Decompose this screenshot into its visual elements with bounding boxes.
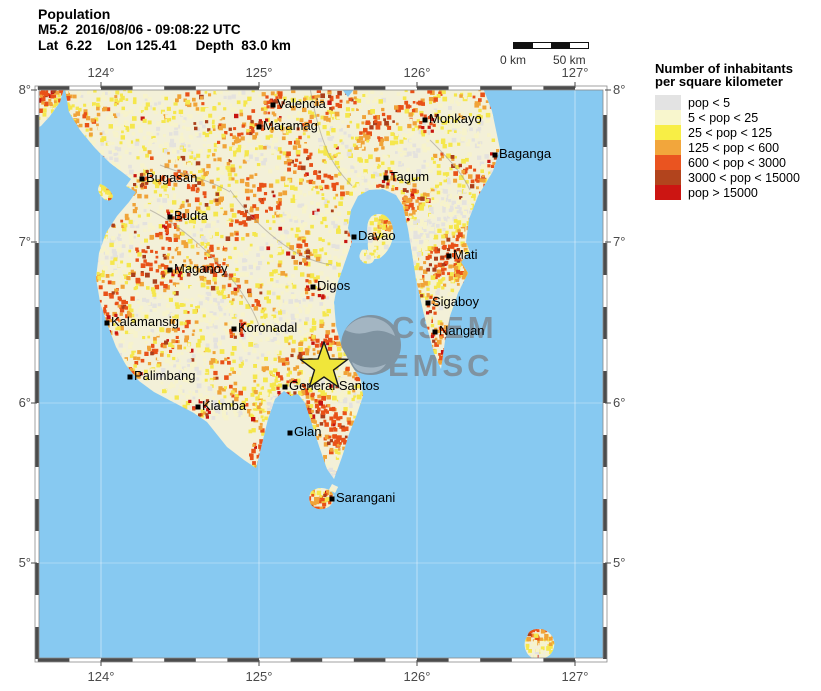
- legend-title-line2: per square kilometer: [655, 74, 783, 89]
- page-title: Population: [38, 6, 111, 22]
- city-label: Kiamba: [202, 398, 247, 413]
- axis-label-lat-right: 6°: [613, 395, 625, 410]
- event-coordinates-depth: Lat 6.22 Lon 125.41 Depth 83.0 km: [38, 38, 291, 53]
- city-marker: [139, 176, 145, 182]
- epicenter-star: [299, 341, 349, 388]
- city-marker: [425, 300, 431, 306]
- city-label: Kalamansig: [111, 314, 179, 329]
- city-label: Budta: [174, 208, 209, 223]
- axis-label-lat-right: 7°: [613, 234, 625, 249]
- axis-label-lat-right: 5°: [613, 555, 625, 570]
- legend-entry: 25 < pop < 125: [655, 125, 800, 140]
- axis-label-lon-bottom: 127°: [562, 669, 589, 684]
- axis-label-lon-top: 127°: [562, 65, 589, 80]
- city-marker: [231, 326, 237, 332]
- legend-label: 3000 < pop < 15000: [688, 170, 800, 185]
- axis-label-lat-left: 6°: [19, 395, 31, 410]
- city-marker: [383, 175, 389, 181]
- legend-swatch: [655, 170, 681, 185]
- region-boundaries: [149, 88, 471, 331]
- axis-label-lon-bottom: 126°: [404, 669, 431, 684]
- axis-label-lon-bottom: 124°: [88, 669, 115, 684]
- legend-label: 600 < pop < 3000: [688, 155, 787, 170]
- legend-entry: pop < 5: [655, 95, 800, 110]
- axis-label-lon-top: 124°: [88, 65, 115, 80]
- city-label: Tagum: [390, 169, 429, 184]
- legend-label: 125 < pop < 600: [688, 140, 780, 155]
- city-marker: [127, 374, 133, 380]
- city-marker: [270, 102, 276, 108]
- city-label: Bugasan: [146, 170, 197, 185]
- city-labels: Valencia Maramag Monkayo Baganga Bugasan Tagu…: [104, 96, 552, 505]
- city-label: Digos: [317, 278, 351, 293]
- axis-label-lat-left: 5°: [19, 555, 31, 570]
- legend-swatch: [655, 95, 681, 110]
- scale-bar-start-label: 0 km: [500, 53, 527, 67]
- legend-entry: 5 < pop < 25: [655, 110, 800, 125]
- axis-label-lon-top: 126°: [404, 65, 431, 80]
- scale-bar-segments: [513, 42, 589, 49]
- legend-title: Number of inhabitants per square kilomet…: [655, 62, 800, 88]
- city-marker: [167, 214, 173, 220]
- city-label: Maramag: [263, 118, 318, 133]
- city-label: Mati: [453, 247, 478, 262]
- city-marker: [282, 384, 288, 390]
- city-label: Palimbang: [134, 368, 195, 383]
- legend-title-line1: Number of inhabitants: [655, 61, 793, 76]
- city-marker: [329, 496, 335, 502]
- legend-swatch: [655, 140, 681, 155]
- city-label: Valencia: [277, 96, 327, 111]
- city-label: Monkayo: [429, 111, 482, 126]
- legend-swatch: [655, 125, 681, 140]
- city-label: Nangan: [439, 323, 485, 338]
- city-label: Maganoy: [174, 261, 228, 276]
- axis-label-lat-right: 8°: [613, 82, 625, 97]
- city-label: Baganga: [499, 146, 552, 161]
- legend: Number of inhabitants per square kilomet…: [655, 62, 800, 200]
- city-marker: [167, 267, 173, 273]
- legend-swatch: [655, 155, 681, 170]
- legend-label: pop < 5: [688, 95, 731, 110]
- legend-label: 5 < pop < 25: [688, 110, 759, 125]
- legend-swatch: [655, 185, 681, 200]
- city-marker: [256, 124, 262, 130]
- axis-label-lon-top: 125°: [246, 65, 273, 80]
- axis-label-lon-bottom: 125°: [246, 669, 273, 684]
- city-marker: [446, 253, 452, 259]
- degree-ticks: [31, 82, 611, 666]
- city-marker: [104, 320, 110, 326]
- event-magnitude-datetime: M5.2 2016/08/06 - 09:08:22 UTC: [38, 22, 241, 37]
- legend-entry: 3000 < pop < 15000: [655, 170, 800, 185]
- city-label: Glan: [294, 424, 321, 439]
- city-label: Koronadal: [238, 320, 297, 335]
- axis-labels: 124° 124° 125° 125° 126° 126° 127° 127° 8° 8° 7° 7°…: [19, 65, 626, 684]
- legend-label: 25 < pop < 125: [688, 125, 773, 140]
- city-label: Davao: [358, 228, 396, 243]
- map-header: Population M5.2 2016/08/06 - 09:08:22 UT…: [38, 6, 291, 54]
- city-marker: [492, 152, 498, 158]
- axis-label-lat-left: 7°: [19, 234, 31, 249]
- emsc-globe-logo: [341, 315, 401, 375]
- legend-entry: pop > 15000: [655, 185, 800, 200]
- city-label: Sigaboy: [432, 294, 479, 309]
- map-frame: [31, 82, 611, 666]
- legend-label: pop > 15000: [688, 185, 758, 200]
- city-label: Sarangani: [336, 490, 395, 505]
- legend-entry: 600 < pop < 3000: [655, 155, 800, 170]
- city-marker: [351, 234, 357, 240]
- axis-label-lat-left: 8°: [19, 82, 31, 97]
- city-marker: [195, 404, 201, 410]
- scale-bar-end-label: 50 km: [553, 53, 586, 67]
- city-marker: [287, 430, 293, 436]
- city-marker: [422, 117, 428, 123]
- legend-entry: 125 < pop < 600: [655, 140, 800, 155]
- legend-swatch: [655, 110, 681, 125]
- city-marker: [310, 284, 316, 290]
- city-marker: [432, 329, 438, 335]
